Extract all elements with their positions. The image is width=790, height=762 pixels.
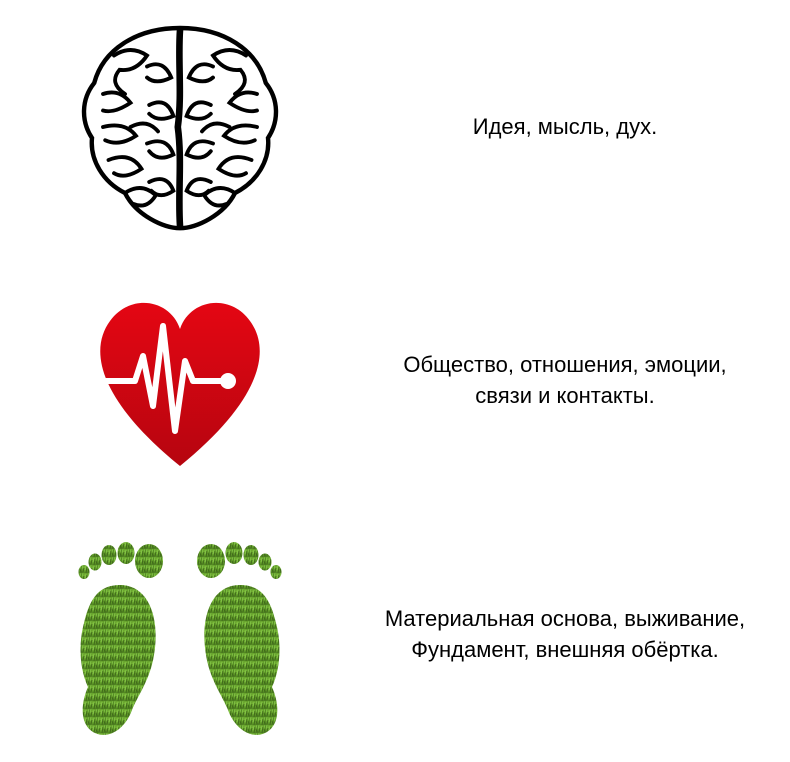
brain-icon	[70, 17, 290, 237]
heart-icon	[80, 281, 280, 481]
brain-text: Идея, мысль, дух.	[360, 112, 790, 143]
row-brain: Идея, мысль, дух.	[0, 0, 790, 254]
heart-text: Общество, отношения, эмоции,связи и конт…	[360, 350, 790, 412]
infographic-container: Идея, мысль, дух. Общество, отношения, э…	[0, 0, 790, 762]
feet-icon-cell	[0, 525, 360, 745]
feet-text: Материальная основа, выживание,Фундамент…	[360, 604, 790, 666]
footprints-icon	[50, 525, 310, 745]
row-heart: Общество, отношения, эмоции,связи и конт…	[0, 254, 790, 508]
brain-icon-cell	[0, 17, 360, 237]
heart-icon-cell	[0, 281, 360, 481]
row-feet: Материальная основа, выживание,Фундамент…	[0, 508, 790, 762]
